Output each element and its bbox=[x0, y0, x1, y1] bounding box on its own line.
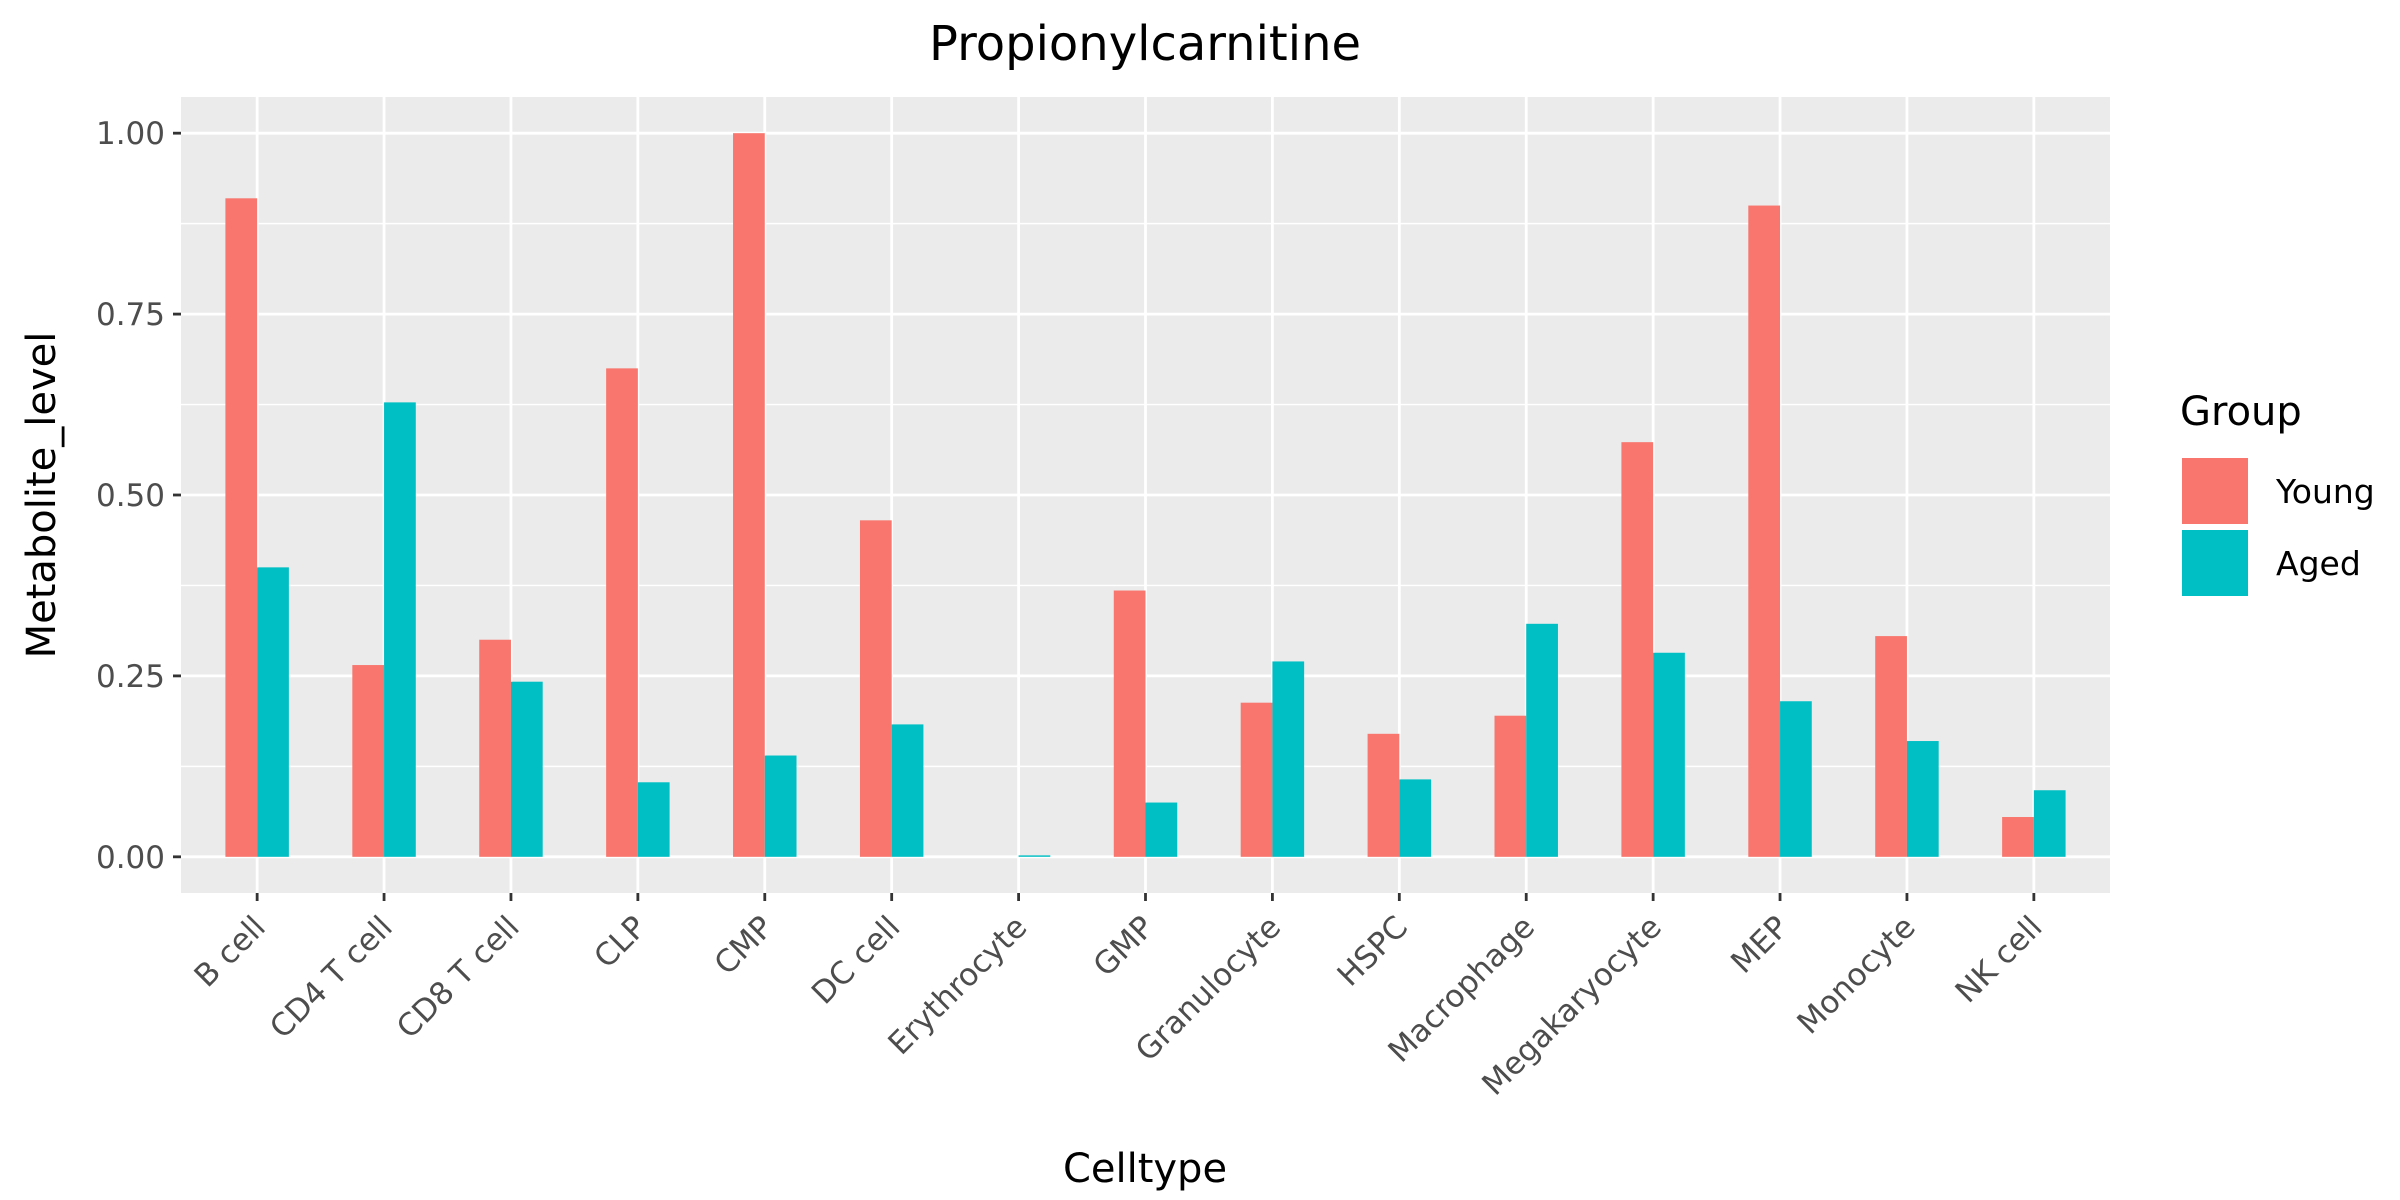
y-tick-label: 1.00 bbox=[96, 116, 165, 152]
y-tick-label: 0.50 bbox=[96, 478, 165, 514]
x-axis-title: Celltype bbox=[1063, 1146, 1227, 1192]
bar-aged bbox=[1653, 652, 1685, 857]
legend-label-young: Young bbox=[2275, 472, 2375, 511]
y-tick-label: 0.25 bbox=[96, 659, 165, 695]
bar-young bbox=[606, 368, 638, 857]
bar-aged bbox=[764, 755, 797, 857]
x-tick-label: CD4 T cell bbox=[263, 909, 400, 1046]
bar-young bbox=[225, 198, 258, 857]
bar-aged bbox=[510, 681, 543, 857]
bar-young bbox=[1748, 205, 1781, 857]
legend-title: Group bbox=[2180, 389, 2302, 435]
bar-aged bbox=[257, 567, 289, 857]
bar-young bbox=[1367, 733, 1400, 857]
x-tick-label: MEP bbox=[1724, 909, 1795, 980]
bar-young bbox=[2002, 817, 2034, 857]
bar-aged bbox=[637, 782, 670, 857]
bar-young bbox=[479, 639, 511, 857]
bar-aged bbox=[1906, 741, 1939, 857]
y-axis: 0.00 0.25 0.50 0.75 1.00 bbox=[96, 116, 181, 876]
legend-key-aged bbox=[2182, 530, 2248, 596]
bar-young bbox=[733, 133, 765, 857]
x-tick-label: CLP bbox=[587, 909, 653, 975]
plot-title: Propionylcarnitine bbox=[929, 16, 1361, 72]
bar-young bbox=[1875, 636, 1907, 857]
x-tick-label: CMP bbox=[708, 909, 781, 982]
legend-label-aged: Aged bbox=[2276, 544, 2361, 583]
x-tick-label: HSPC bbox=[1331, 909, 1415, 993]
x-tick-label: DC cell bbox=[805, 909, 907, 1011]
bar-aged bbox=[1780, 701, 1812, 857]
bar-aged bbox=[1526, 623, 1558, 857]
bar-young bbox=[1494, 715, 1527, 857]
bar-aged bbox=[2033, 790, 2066, 857]
bar-young bbox=[1621, 442, 1654, 857]
x-tick-label: NK cell bbox=[1949, 909, 2050, 1010]
bar-aged bbox=[1145, 802, 1178, 857]
bar-aged bbox=[384, 402, 416, 857]
legend-key-young bbox=[2182, 458, 2248, 524]
bar-aged bbox=[891, 724, 924, 857]
bar-young bbox=[1240, 702, 1273, 857]
bars bbox=[225, 133, 2066, 857]
x-tick-label: CD8 T cell bbox=[390, 909, 527, 1046]
bar-young bbox=[859, 520, 892, 857]
legend: Group Young Aged bbox=[2180, 389, 2375, 596]
y-tick-label: 0.00 bbox=[96, 840, 165, 876]
bar-aged bbox=[1399, 779, 1432, 857]
y-tick-label: 0.75 bbox=[96, 297, 165, 333]
bar-aged bbox=[1018, 855, 1051, 857]
x-tick-label: B cell bbox=[188, 909, 273, 994]
bar-aged bbox=[1272, 661, 1305, 857]
x-tick-label: GMP bbox=[1087, 909, 1162, 984]
bar-young bbox=[1113, 590, 1146, 857]
x-tick-label: Monocyte bbox=[1790, 909, 1922, 1041]
bar-young bbox=[352, 665, 385, 857]
y-axis-title: Metabolite_level bbox=[19, 332, 65, 659]
